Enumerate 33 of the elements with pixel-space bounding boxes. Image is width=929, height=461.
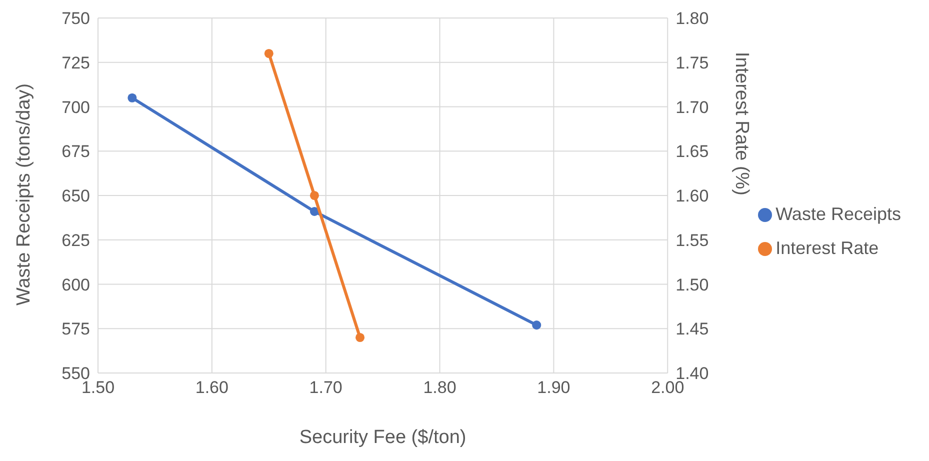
point xyxy=(128,93,137,102)
legend-label: Waste Receipts xyxy=(776,204,901,224)
x-tick-label: 1.50 xyxy=(81,378,115,398)
point xyxy=(532,320,542,330)
y-tick-label: 575 xyxy=(62,320,90,339)
y-tick-label: 725 xyxy=(62,53,90,72)
x-tick-label: 1.80 xyxy=(423,378,456,398)
y-tick-label: 600 xyxy=(62,275,90,294)
y-tick-label: 700 xyxy=(62,98,90,117)
point xyxy=(310,206,319,216)
y-axis-title: Waste Receipts (tons/day) xyxy=(14,83,35,306)
x-tick-label: 2.00 xyxy=(651,378,684,398)
y-tick-label: 625 xyxy=(62,230,90,250)
y2-tick-label: 1.60 xyxy=(676,186,709,206)
y2-axis-title: Interest Rate (%) xyxy=(730,52,752,196)
y2-tick-label: 1.45 xyxy=(676,320,709,339)
x-axis-title: Security Fee ($/ton) xyxy=(299,427,466,448)
point xyxy=(310,190,319,200)
y-tick-label: 750 xyxy=(62,9,90,28)
y2-tick-label: 1.65 xyxy=(676,142,709,162)
y-tick-label: 675 xyxy=(62,142,90,162)
point xyxy=(264,48,274,58)
y2-tick-label: 1.75 xyxy=(676,53,709,72)
y2-tick-label: 1.70 xyxy=(676,98,709,117)
point xyxy=(356,332,365,342)
y2-tick-label: 1.50 xyxy=(676,275,709,294)
x-tick-label: 1.70 xyxy=(309,378,342,398)
y2-tick-label: 1.55 xyxy=(676,230,709,250)
y-tick-label: 650 xyxy=(62,186,90,206)
x-tick-label: 1.90 xyxy=(537,378,570,398)
y2-tick-label: 1.80 xyxy=(676,9,709,28)
legend-label: Interest Rate xyxy=(776,238,879,258)
x-tick-label: 1.60 xyxy=(195,378,228,398)
